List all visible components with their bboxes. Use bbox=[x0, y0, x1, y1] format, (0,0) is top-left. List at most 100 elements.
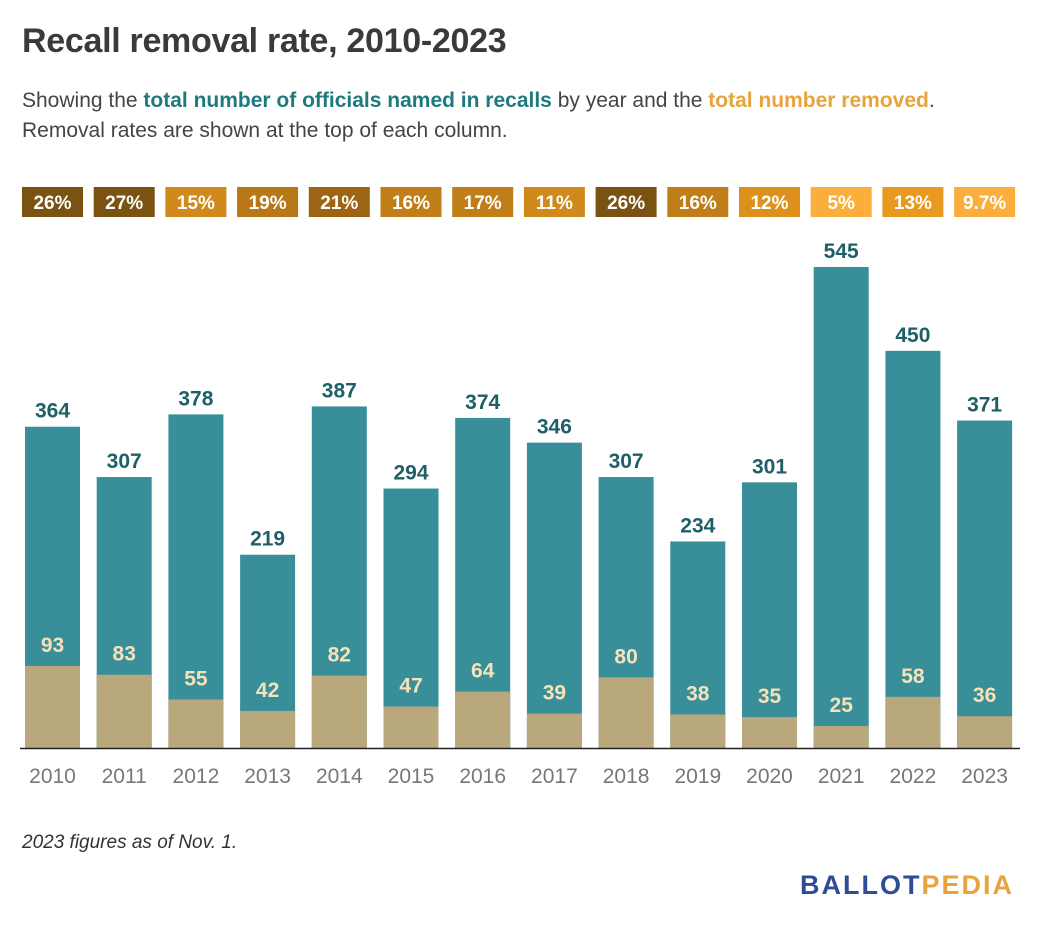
removal-rate-badge bbox=[954, 187, 1016, 217]
removed-value-label: 38 bbox=[686, 682, 710, 705]
logo-part1: BALLOT bbox=[799, 870, 922, 900]
total-value-label: 294 bbox=[393, 462, 428, 485]
total-value-label: 219 bbox=[250, 528, 285, 551]
total-value-label: 346 bbox=[537, 416, 572, 439]
removed-bar bbox=[885, 696, 941, 748]
removed-value-label: 80 bbox=[614, 645, 637, 668]
subtitle-removed-phrase: total number removed bbox=[708, 89, 929, 112]
total-value-label: 378 bbox=[178, 387, 213, 410]
x-tick-label: 2014 bbox=[316, 765, 363, 788]
total-bar bbox=[526, 442, 582, 748]
removal-rate-label: 16% bbox=[392, 193, 430, 214]
subtitle-middle: by year and the bbox=[551, 89, 709, 112]
total-value-label: 374 bbox=[465, 391, 500, 414]
removed-value-label: 35 bbox=[758, 685, 782, 708]
x-tick-label: 2019 bbox=[674, 765, 721, 788]
removal-rate-badge bbox=[523, 187, 585, 217]
total-value-label: 301 bbox=[752, 455, 787, 478]
x-tick-label: 2017 bbox=[531, 765, 578, 788]
removal-rate-badge bbox=[810, 187, 872, 217]
removal-rate-badge bbox=[452, 187, 514, 217]
logo-part2: PEDIA bbox=[921, 870, 1014, 900]
removed-bar bbox=[168, 699, 224, 748]
x-tick-label: 2023 bbox=[961, 765, 1008, 788]
removal-rate-label: 9.7% bbox=[963, 193, 1006, 214]
removed-value-label: 82 bbox=[328, 644, 351, 667]
removal-rate-label: 26% bbox=[33, 193, 71, 214]
removed-bar bbox=[957, 716, 1013, 748]
x-tick-label: 2016 bbox=[459, 765, 506, 788]
removal-rate-label: 27% bbox=[105, 193, 143, 214]
removed-bar bbox=[670, 714, 726, 748]
removed-bar bbox=[526, 713, 582, 748]
removal-rate-badge bbox=[667, 187, 729, 217]
subtitle-total-phrase: total number of officials named in recal… bbox=[143, 89, 552, 112]
chart-title: Recall removal rate, 2010-2023 bbox=[22, 22, 507, 60]
removal-rate-label: 12% bbox=[750, 193, 788, 214]
total-value-label: 307 bbox=[107, 450, 142, 473]
subtitle-suffix: . bbox=[928, 89, 935, 112]
removed-bar bbox=[598, 677, 654, 748]
removal-rate-label: 21% bbox=[320, 193, 358, 214]
removed-value-label: 25 bbox=[830, 694, 854, 717]
total-value-label: 234 bbox=[680, 514, 715, 537]
x-tick-label: 2013 bbox=[244, 765, 291, 788]
removed-bar bbox=[311, 675, 367, 748]
total-bar bbox=[885, 350, 941, 748]
removal-rate-badge bbox=[237, 187, 299, 217]
x-tick-label: 2010 bbox=[29, 765, 76, 788]
removed-bar bbox=[742, 717, 797, 748]
chart-subtitle: Showing the total number of officials na… bbox=[22, 86, 1022, 146]
total-bar bbox=[957, 420, 1013, 748]
removed-value-label: 36 bbox=[973, 684, 996, 707]
removed-value-label: 58 bbox=[901, 665, 925, 688]
x-tick-label: 2011 bbox=[102, 765, 147, 788]
removal-rate-label: 15% bbox=[177, 193, 215, 214]
removed-value-label: 93 bbox=[41, 634, 64, 657]
removal-rate-badge bbox=[165, 187, 227, 217]
removal-rate-badge bbox=[739, 187, 800, 217]
removal-rate-badge bbox=[882, 187, 944, 217]
removed-bar bbox=[383, 706, 439, 748]
total-value-label: 545 bbox=[824, 240, 859, 263]
total-value-label: 371 bbox=[967, 394, 1002, 417]
removed-bar bbox=[240, 710, 296, 748]
removal-rate-label: 16% bbox=[679, 193, 717, 214]
x-tick-label: 2015 bbox=[388, 765, 435, 788]
removed-value-label: 39 bbox=[543, 682, 566, 705]
removed-bar bbox=[455, 691, 511, 748]
total-bar bbox=[670, 541, 726, 748]
total-bar bbox=[168, 414, 224, 748]
removal-rate-label: 5% bbox=[827, 193, 855, 214]
removed-value-label: 83 bbox=[113, 643, 136, 666]
ballotpedia-logo: BALLOTPEDIA bbox=[800, 870, 1014, 901]
x-tick-label: 2012 bbox=[173, 765, 220, 788]
removed-value-label: 42 bbox=[256, 679, 279, 702]
removal-rate-badge bbox=[308, 187, 370, 217]
subtitle-line2: Removal rates are shown at the top of ea… bbox=[22, 119, 508, 142]
x-tick-label: 2018 bbox=[603, 765, 650, 788]
total-bar bbox=[383, 488, 439, 748]
x-tick-label: 2021 bbox=[818, 765, 865, 788]
footnote: 2023 figures as of Nov. 1. bbox=[22, 832, 238, 853]
removed-bar bbox=[96, 674, 152, 748]
total-value-label: 364 bbox=[35, 400, 70, 423]
total-value-label: 450 bbox=[895, 324, 930, 347]
removal-rate-badge bbox=[595, 187, 657, 217]
total-value-label: 387 bbox=[322, 379, 357, 402]
removal-rate-label: 13% bbox=[894, 193, 932, 214]
x-tick-label: 2022 bbox=[890, 765, 937, 788]
total-value-label: 307 bbox=[609, 450, 644, 473]
removal-rate-label: 26% bbox=[607, 193, 645, 214]
x-tick-label: 2020 bbox=[746, 765, 793, 788]
removed-value-label: 55 bbox=[184, 667, 208, 690]
removed-value-label: 64 bbox=[471, 660, 495, 683]
total-bar bbox=[813, 267, 869, 748]
removal-rate-badge bbox=[93, 187, 155, 217]
removal-rate-badge bbox=[22, 187, 83, 217]
subtitle-prefix: Showing the bbox=[22, 89, 144, 112]
removed-bar bbox=[813, 725, 869, 748]
removal-rate-label: 11% bbox=[536, 193, 573, 214]
removed-value-label: 47 bbox=[399, 675, 422, 698]
removal-rate-label: 17% bbox=[464, 193, 502, 214]
